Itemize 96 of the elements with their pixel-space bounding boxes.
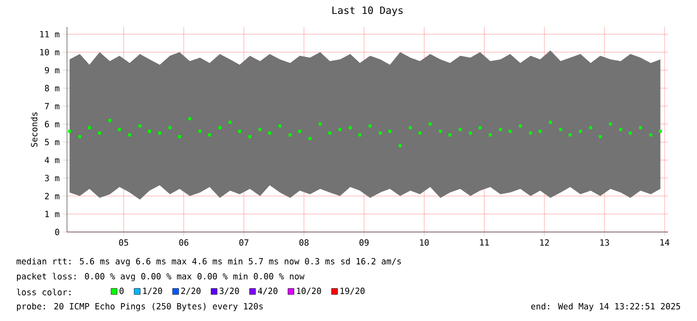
text: packet loss: 0.00 % avg 0.00 % max 0.00 % min 0.00 % now	[16, 272, 304, 282]
x-tick-label: 13	[600, 239, 609, 246]
point	[198, 130, 202, 133]
point	[488, 133, 492, 136]
point	[268, 132, 272, 135]
y-tick-label: 11 m	[40, 31, 60, 38]
point	[478, 126, 482, 130]
point	[358, 133, 362, 136]
x-tick-label: 09	[360, 239, 369, 246]
y-tick-label: 2 m	[44, 192, 60, 200]
point	[578, 130, 582, 133]
y-tick-label: 7 m	[44, 103, 60, 110]
y-tick-label: 10 m	[40, 48, 60, 56]
point	[388, 130, 392, 133]
x-tick-label: 14	[660, 239, 670, 246]
y-tick-label: 6 m	[44, 120, 60, 128]
legend-label: 4/20	[258, 288, 278, 295]
point	[158, 132, 162, 135]
legend-label: 0	[120, 288, 124, 294]
x-tick-label: 07	[239, 239, 248, 246]
point	[168, 126, 172, 130]
point	[118, 128, 121, 131]
y-tick-label: 0	[55, 228, 60, 236]
point	[68, 130, 72, 133]
point	[188, 117, 192, 120]
point	[328, 132, 332, 135]
point	[448, 133, 452, 136]
point	[508, 130, 512, 133]
y-tick-label: 1 m	[45, 210, 60, 218]
point	[238, 130, 242, 133]
point	[88, 126, 91, 130]
legend-label: 10/20	[296, 288, 321, 295]
point	[619, 128, 622, 131]
point	[288, 133, 292, 136]
legend-title: loss color:	[16, 288, 70, 296]
y-tick-label: 3 m	[44, 174, 60, 182]
y-tick-label: 5 m	[44, 138, 60, 146]
point	[258, 128, 262, 131]
point	[559, 128, 562, 131]
point	[418, 132, 422, 135]
point	[338, 128, 342, 131]
point	[128, 133, 132, 136]
point	[98, 132, 102, 135]
point	[468, 132, 472, 135]
x-tick-label: 05	[119, 239, 128, 246]
point	[228, 120, 232, 124]
point	[589, 126, 592, 130]
y-tick-label: 8 m	[44, 84, 60, 92]
point	[608, 122, 612, 126]
point	[378, 132, 382, 135]
point	[529, 132, 532, 135]
point	[598, 135, 602, 138]
point	[298, 130, 302, 133]
legend-label: 1/20	[143, 288, 162, 295]
point	[548, 120, 552, 124]
point	[368, 124, 372, 128]
y-tick-label: 4 m	[44, 156, 60, 164]
y-axis-title: Seconds	[30, 112, 38, 147]
point	[208, 133, 212, 136]
point	[458, 128, 462, 131]
point	[568, 133, 572, 136]
point	[138, 124, 142, 128]
point	[78, 135, 82, 138]
point	[658, 130, 662, 133]
text: median rtt: 5.6 ms avg 6.6 ms max 4.6 ms min 5.7 ms now 0.3 ms sd 16.2 am/s	[16, 258, 401, 266]
point	[408, 126, 412, 130]
x-tick-label: 12	[540, 239, 549, 246]
legend-label: 3/20	[220, 288, 239, 295]
x-tick-label: 11	[480, 239, 489, 246]
point	[148, 130, 152, 133]
point	[628, 132, 632, 135]
point	[538, 130, 542, 133]
x-tick-label: 10	[420, 239, 429, 246]
point	[178, 135, 182, 138]
text: probe: 20 ICMP Echo Pings (250 Bytes) every 120s	[16, 302, 263, 312]
y-tick-label: 9 m	[44, 66, 60, 74]
point	[308, 136, 312, 140]
text: end: Wed May 14 13:22:51 2025	[531, 302, 680, 312]
point	[428, 122, 432, 126]
point	[348, 126, 352, 130]
chart-title: Last 10 Days	[332, 6, 403, 16]
point	[639, 126, 642, 130]
point	[438, 130, 442, 133]
x-tick-label: 08	[299, 239, 309, 246]
legend-label: 19/20	[340, 288, 365, 295]
point	[108, 119, 112, 122]
x-tick-label: 06	[179, 239, 188, 246]
point	[499, 128, 502, 131]
point	[398, 144, 402, 148]
point	[278, 124, 282, 128]
point	[248, 135, 252, 138]
point	[649, 133, 652, 136]
point	[218, 126, 222, 130]
point	[318, 122, 322, 126]
legend-label: 2/20	[181, 288, 201, 295]
point	[518, 124, 522, 128]
